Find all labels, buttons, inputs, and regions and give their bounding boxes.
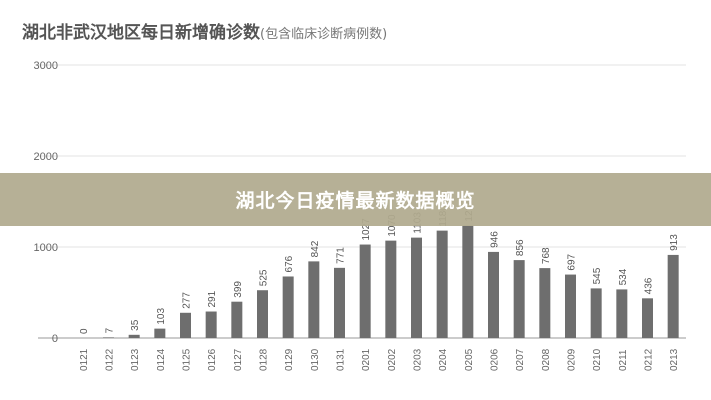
bar	[667, 254, 679, 338]
bar	[411, 237, 422, 338]
bar	[103, 337, 114, 338]
bar-value-label: 768	[541, 247, 552, 264]
bar	[590, 288, 602, 338]
y-axis: 0 1000 2000 3000	[34, 60, 58, 345]
bar	[180, 312, 191, 338]
x-tick-label: 0202	[387, 348, 398, 371]
bar-value-label: 676	[284, 255, 295, 272]
bar	[436, 230, 448, 338]
bar-value-label: 399	[233, 281, 244, 298]
bar-value-label: 0	[79, 328, 90, 334]
x-tick-label: 0212	[644, 348, 655, 371]
bar-value-label: 842	[310, 240, 321, 257]
x-tick-label: 0213	[669, 348, 680, 371]
y-tick-label: 3000	[34, 60, 58, 72]
bar	[539, 268, 551, 338]
bar-value-label: 436	[644, 277, 655, 294]
x-tick-label: 0205	[464, 348, 475, 371]
bar	[488, 251, 499, 338]
bar-value-label: 946	[490, 231, 501, 248]
bar-value-label: 35	[130, 319, 141, 331]
bar-value-label: 913	[669, 234, 680, 251]
x-tick-label: 0127	[233, 348, 244, 371]
bar	[334, 267, 345, 338]
x-tick-label: 0208	[541, 348, 552, 371]
bar	[282, 276, 294, 338]
chart-subtitle: (包含临床诊断病例数)	[260, 27, 388, 42]
bar	[385, 240, 397, 338]
y-tick-label: 2000	[34, 151, 58, 163]
x-tick-label: 0124	[156, 348, 167, 371]
bar-value-label: 103	[156, 308, 167, 325]
bar	[642, 298, 653, 338]
bar	[462, 225, 474, 338]
x-tick-label: 0121	[79, 348, 90, 371]
bar	[565, 274, 576, 338]
bar-value-label: 7	[105, 327, 116, 333]
x-tick-label: 0209	[567, 348, 578, 371]
chart-title-text: 湖北非武汉地区每日新增确诊数	[22, 23, 260, 43]
y-tick-label: 0	[52, 333, 58, 345]
x-axis: 0121 0122 0123 0124 0125 0126 0127 0128 0129 0130…	[79, 348, 680, 371]
bar-value-label: 545	[592, 267, 603, 284]
bar-value-label: 277	[182, 292, 193, 309]
x-tick-label: 0128	[259, 348, 270, 371]
x-tick-label: 0125	[182, 348, 193, 371]
bar-value-label: 771	[336, 247, 347, 264]
x-tick-label: 0129	[284, 348, 295, 371]
bar-value-label: 525	[259, 269, 270, 286]
x-tick-label: 0210	[592, 348, 603, 371]
overlay-banner: 湖北今日疫情最新数据概览	[0, 173, 711, 226]
bar	[616, 289, 628, 338]
bar	[128, 334, 140, 338]
bar	[308, 261, 320, 338]
y-tick-label: 1000	[34, 242, 58, 254]
x-tick-label: 0126	[207, 348, 218, 371]
bar-value-label: 291	[207, 290, 218, 307]
x-tick-label: 0211	[618, 349, 629, 371]
x-tick-label: 0207	[515, 348, 526, 371]
x-tick-label: 0204	[438, 348, 449, 371]
chart-bars	[103, 225, 679, 338]
bar-value-label: 697	[567, 253, 578, 270]
x-tick-label: 0201	[361, 348, 372, 371]
banner-title: 湖北今日疫情最新数据概览	[235, 190, 476, 212]
bar-value-label: 856	[515, 239, 526, 256]
x-tick-label: 0123	[130, 348, 141, 371]
x-tick-label: 0122	[105, 348, 116, 371]
bar	[257, 290, 268, 338]
x-tick-label: 0203	[413, 348, 424, 371]
chart-title: 湖北非武汉地区每日新增确诊数(包含临床诊断病例数)	[22, 18, 387, 43]
bar	[513, 260, 525, 338]
bar	[231, 301, 243, 338]
bar	[154, 328, 166, 338]
x-tick-label: 0131	[336, 348, 347, 371]
x-tick-label: 0206	[490, 348, 501, 371]
bar	[205, 311, 217, 338]
x-tick-label: 0130	[310, 348, 321, 371]
bar	[359, 244, 371, 338]
bar-value-label: 1027	[361, 218, 372, 241]
bar-value-label: 534	[618, 268, 629, 285]
